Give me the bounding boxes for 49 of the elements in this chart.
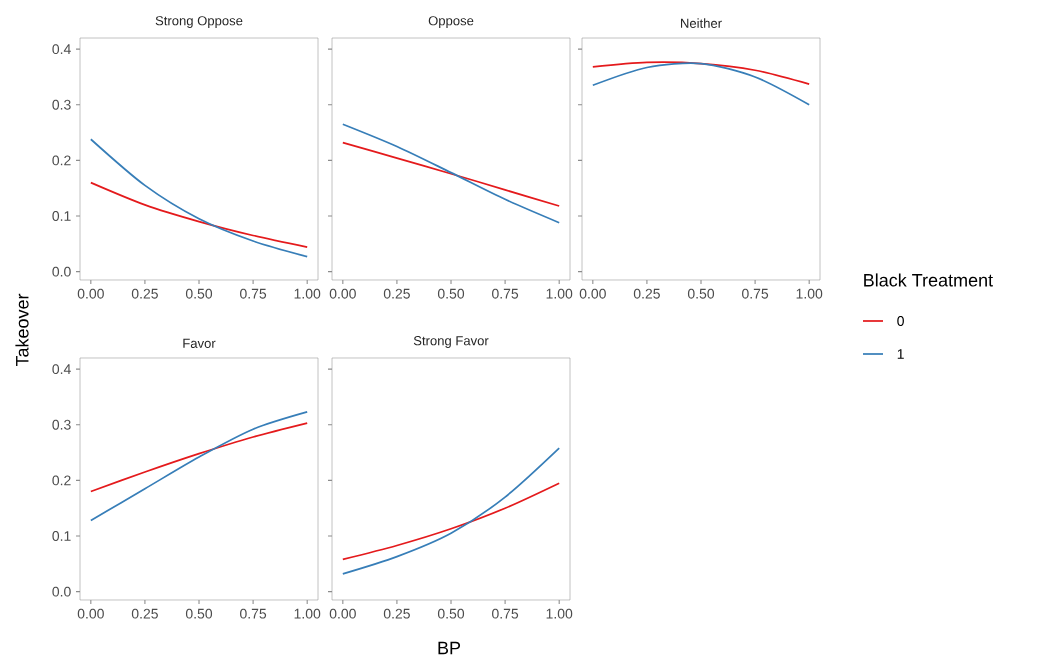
y-tick-label: 0.1 <box>52 211 71 221</box>
legend-label: 0 <box>897 316 904 326</box>
x-tick-label: 0.25 <box>383 288 410 299</box>
line-series <box>89 411 309 522</box>
y-tick-label: 0.2 <box>52 155 71 166</box>
x-tick-label: 0.50 <box>687 288 715 299</box>
x-tick-label: 0.50 <box>437 288 465 299</box>
x-tick-label: 0.50 <box>185 608 213 619</box>
x-tick-label: 0.00 <box>77 608 104 619</box>
y-tick-label: 0.2 <box>52 475 71 486</box>
x-tick-label: 0.25 <box>383 608 410 619</box>
chart-title: Oppose <box>428 16 474 28</box>
x-tick-label: 1.00 <box>294 288 321 299</box>
y-tick-label: 0.1 <box>52 531 71 541</box>
chart-title: Strong Oppose <box>155 16 243 28</box>
x-tick-label: 0.00 <box>329 288 356 299</box>
y-tick-label: 0.3 <box>52 99 71 110</box>
x-tick-label: 1.00 <box>546 288 573 299</box>
x-tick-label: 0.50 <box>185 288 213 299</box>
x-tick-label: 0.75 <box>240 288 267 299</box>
x-tick-label: 0.25 <box>131 288 158 299</box>
x-tick-label: 0.50 <box>437 608 465 619</box>
chart-title: Neither <box>681 18 722 28</box>
chart-title: Strong Favor <box>413 336 489 348</box>
y-tick-label: 0.4 <box>52 44 71 55</box>
x-tick-label: 0.25 <box>131 608 158 619</box>
x-tick-label: 0.75 <box>492 288 519 299</box>
y-tick-label: 0.0 <box>52 266 71 277</box>
x-tick-label: 0.00 <box>579 288 606 299</box>
x-tick-label: 0.75 <box>742 288 769 299</box>
x-tick-label: 0.75 <box>492 608 519 619</box>
line-series <box>89 138 309 258</box>
y-tick-label: 0.4 <box>52 364 71 375</box>
x-tick-label: 0.00 <box>329 608 356 619</box>
x-tick-label: 0.25 <box>633 288 660 299</box>
chart-title: Favor <box>183 338 216 348</box>
legend-label: 1 <box>897 349 904 359</box>
x-axis-title: BP <box>438 641 461 655</box>
x-tick-label: 1.00 <box>796 288 823 299</box>
x-tick-label: 1.00 <box>546 608 573 619</box>
y-tick-label: 0.3 <box>52 419 71 430</box>
line-series <box>89 422 309 493</box>
x-tick-label: 0.00 <box>77 288 104 299</box>
legend-title: Black Treatment <box>864 273 993 287</box>
x-tick-label: 0.75 <box>240 608 267 619</box>
y-axis-title: Takeover <box>15 293 29 367</box>
x-tick-label: 1.00 <box>294 608 321 619</box>
y-tick-label: 0.0 <box>52 586 71 597</box>
line-series <box>89 181 309 249</box>
